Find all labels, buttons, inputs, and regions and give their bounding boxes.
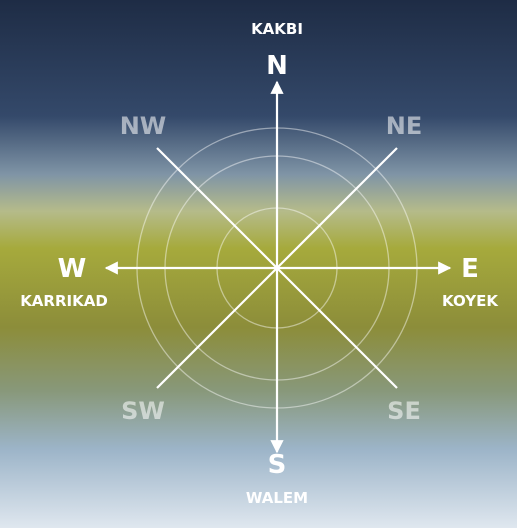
compass-graphic: KAKBI N S WALEM W KARRIKAD E KOYEK NW NE… (0, 0, 517, 528)
east-name: KOYEK (442, 292, 499, 310)
east-letter: E (461, 254, 479, 284)
south-letter: S (268, 450, 287, 480)
west-name: KARRIKAD (20, 292, 108, 310)
west-letter: W (58, 254, 87, 284)
south-name: WALEM (246, 489, 308, 507)
southeast-letter: SE (387, 397, 421, 425)
northeast-letter: NE (386, 112, 422, 140)
northwest-letter: NW (120, 112, 167, 140)
southwest-letter: SW (121, 397, 165, 425)
north-name: KAKBI (251, 20, 303, 38)
north-letter: N (266, 51, 288, 81)
